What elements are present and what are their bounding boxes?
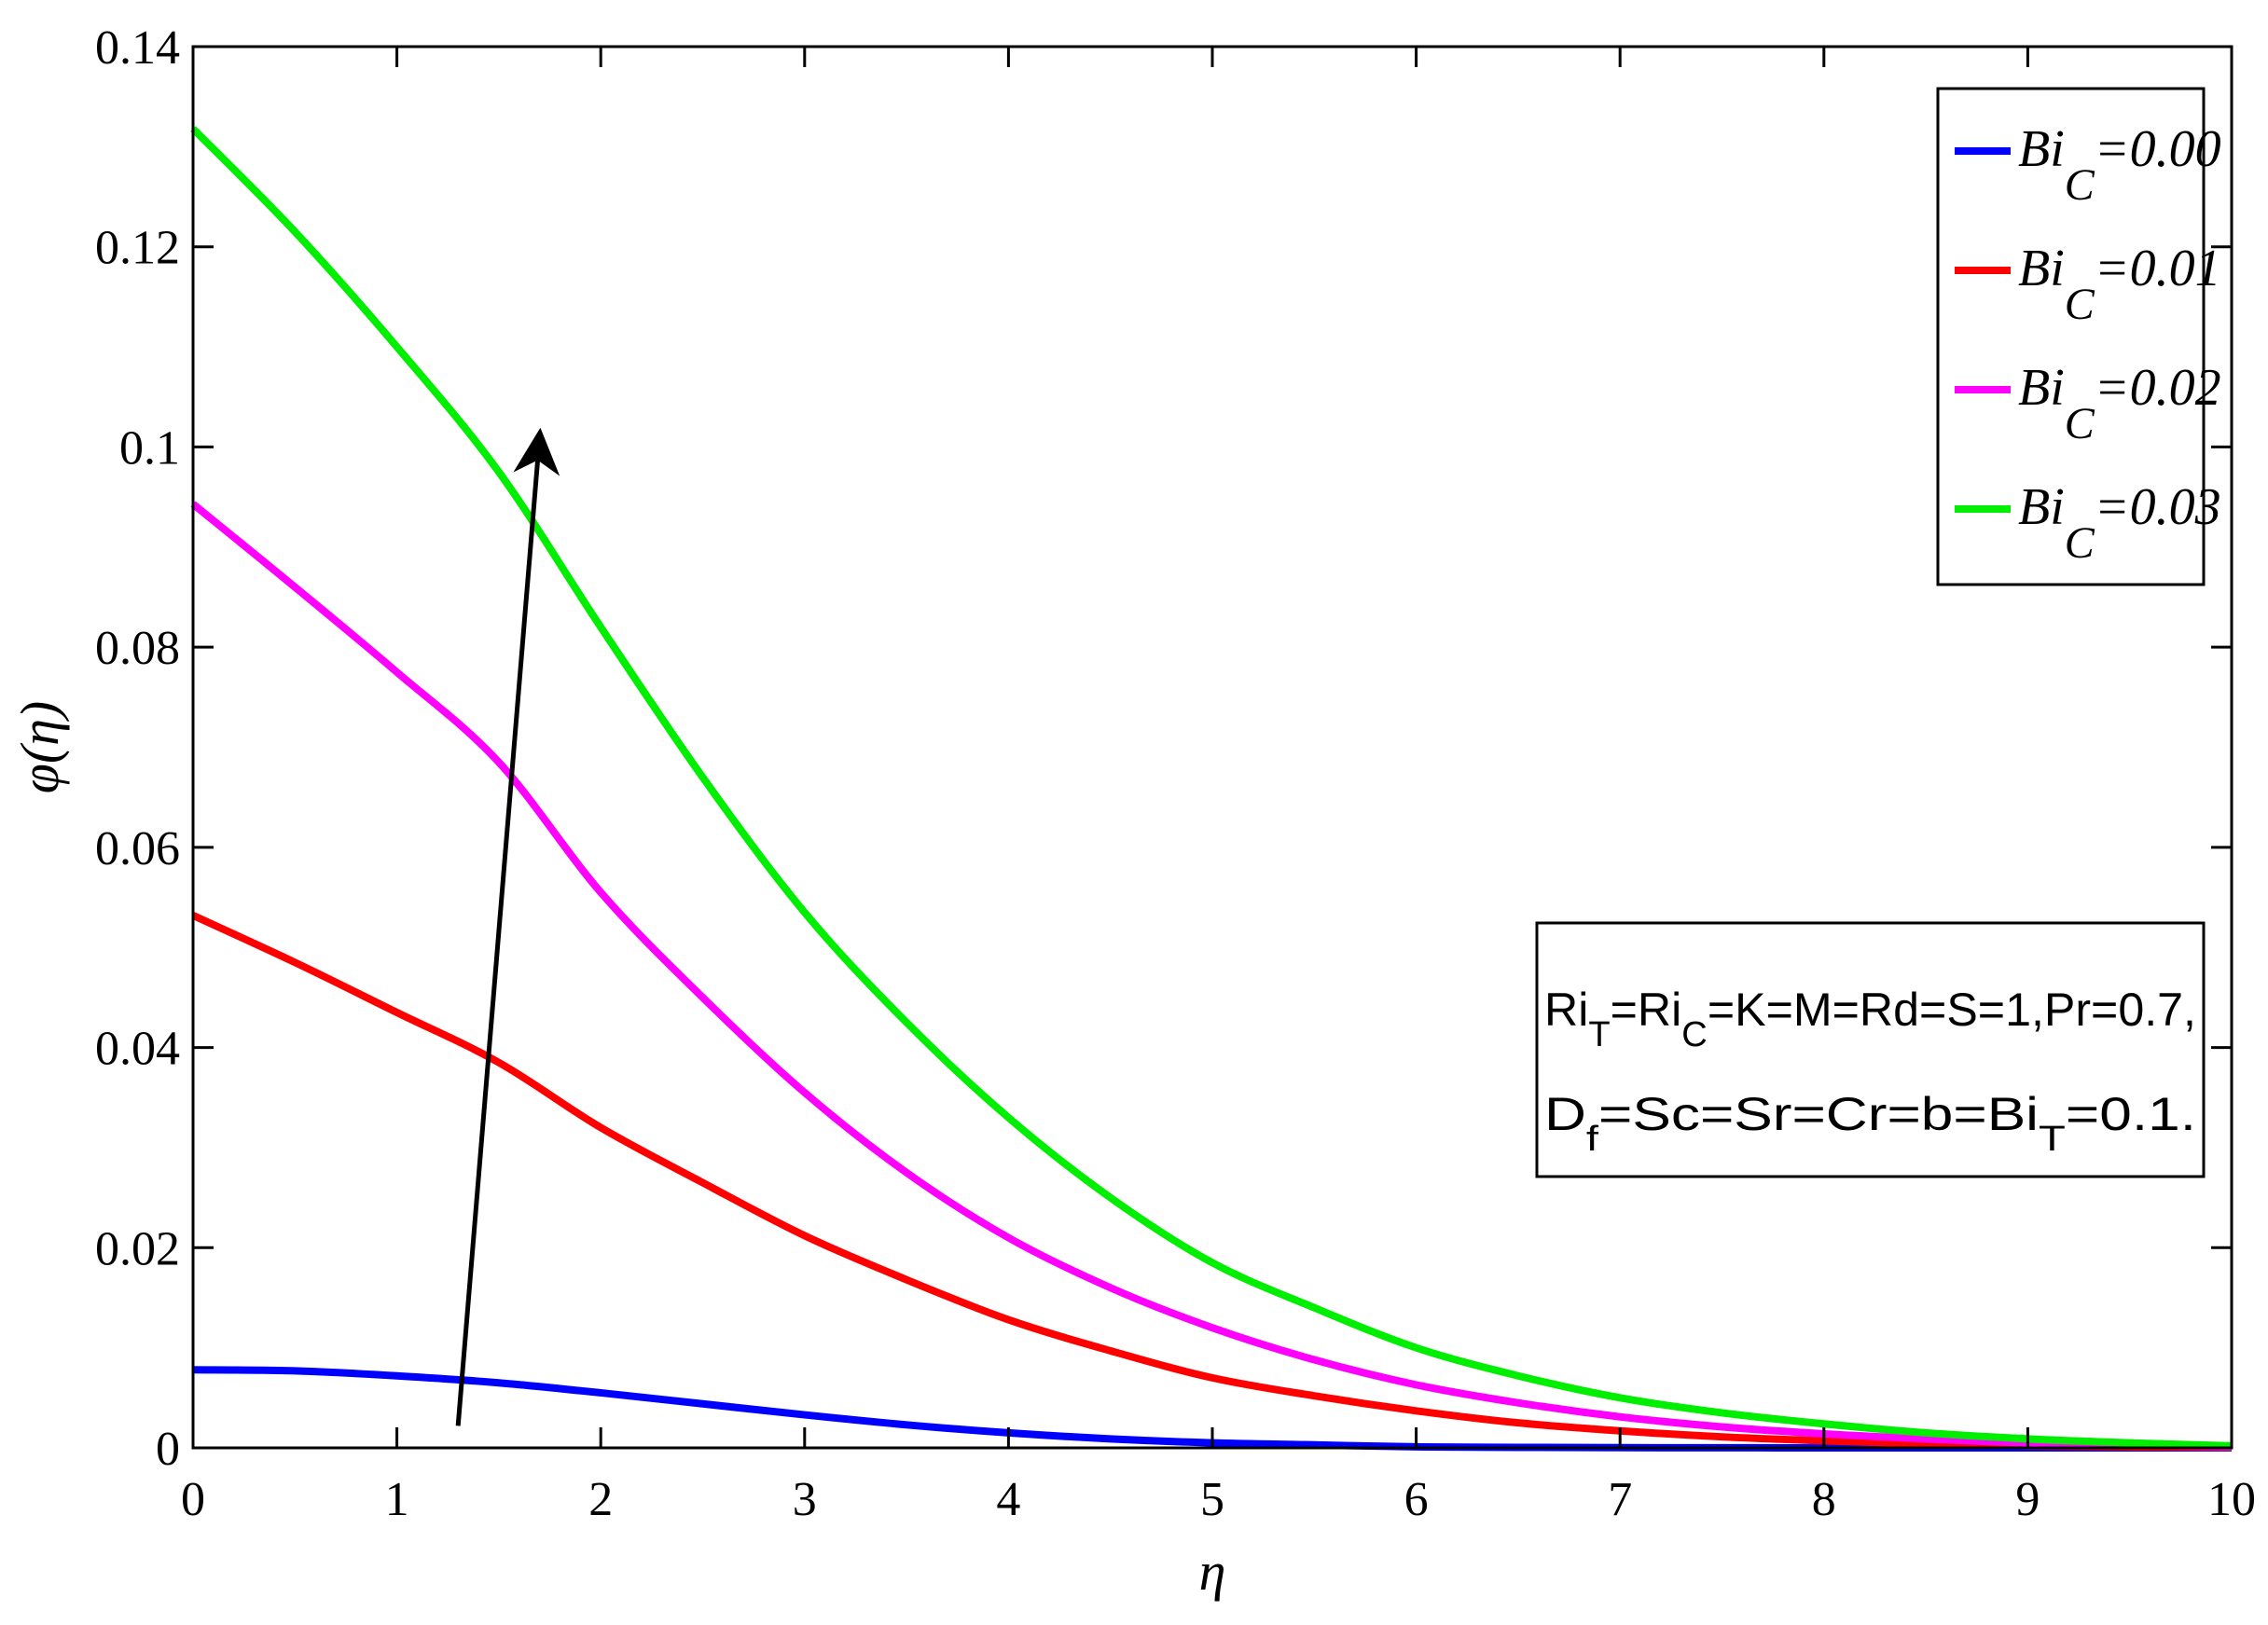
ticks-layer: 0 1 2 3 4 5 6 7 8 9 10 0 0.02 0.04 0.06 0.08 0.1 0.12 0.14 [95, 21, 2256, 1526]
y-axis-label: φ(η) [9, 701, 70, 794]
parameter-box-frame [1535, 921, 2206, 1178]
x-tick-label: 9 [2015, 1473, 2040, 1526]
y-tick-label: 0.12 [95, 222, 180, 275]
y-tick-label: 0.08 [95, 622, 180, 675]
legend: BiC=0.00 BiC=0.01 BiC=0.02 BiC=0.03 [1936, 87, 2221, 586]
y-tick-label: 0.14 [95, 21, 180, 75]
series-line-0.01 [191, 912, 2233, 1452]
x-tick-label: 6 [1404, 1473, 1429, 1526]
x-tick-label: 8 [1812, 1473, 1836, 1526]
x-tick-label: 2 [588, 1473, 613, 1526]
y-tick-label: 0 [156, 1423, 180, 1476]
labels-layer: η φ(η) [9, 701, 1225, 1602]
legend-entry: BiC=0.01 [2018, 240, 2221, 329]
legend-entry: BiC=0.00 [2018, 120, 2221, 210]
y-tick-label: 0.1 [119, 421, 180, 475]
x-tick-label: 4 [996, 1473, 1020, 1526]
x-tick-label: 5 [1200, 1473, 1224, 1526]
x-tick-label: 10 [2207, 1473, 2256, 1526]
x-tick-label: 0 [181, 1473, 205, 1526]
x-tick-label: 7 [1608, 1473, 1632, 1526]
trend-arrow [455, 427, 560, 1426]
y-tick-label: 0.04 [95, 1023, 180, 1076]
legend-box [1936, 87, 2206, 586]
parameter-line-1: RiT=RiC=K=M=Rd=S=1,Pr=0.7, [1544, 984, 2196, 1054]
y-tick-label: 0.06 [95, 822, 180, 875]
parameter-box: RiT=RiC=K=M=Rd=S=1,Pr=0.7, D f=Sc=Sr=Cr=b=… [1535, 921, 2206, 1178]
legend-entry: BiC=0.03 [2018, 478, 2221, 568]
x-tick-label: 3 [793, 1473, 817, 1526]
arrow-layer [455, 427, 560, 1426]
x-axis-label: η [1199, 1541, 1226, 1602]
legend-entry: BiC=0.02 [2018, 359, 2221, 448]
x-tick-label: 1 [385, 1473, 409, 1526]
series-line-0.03 [190, 126, 2233, 1450]
y-tick-label: 0.02 [95, 1222, 180, 1275]
